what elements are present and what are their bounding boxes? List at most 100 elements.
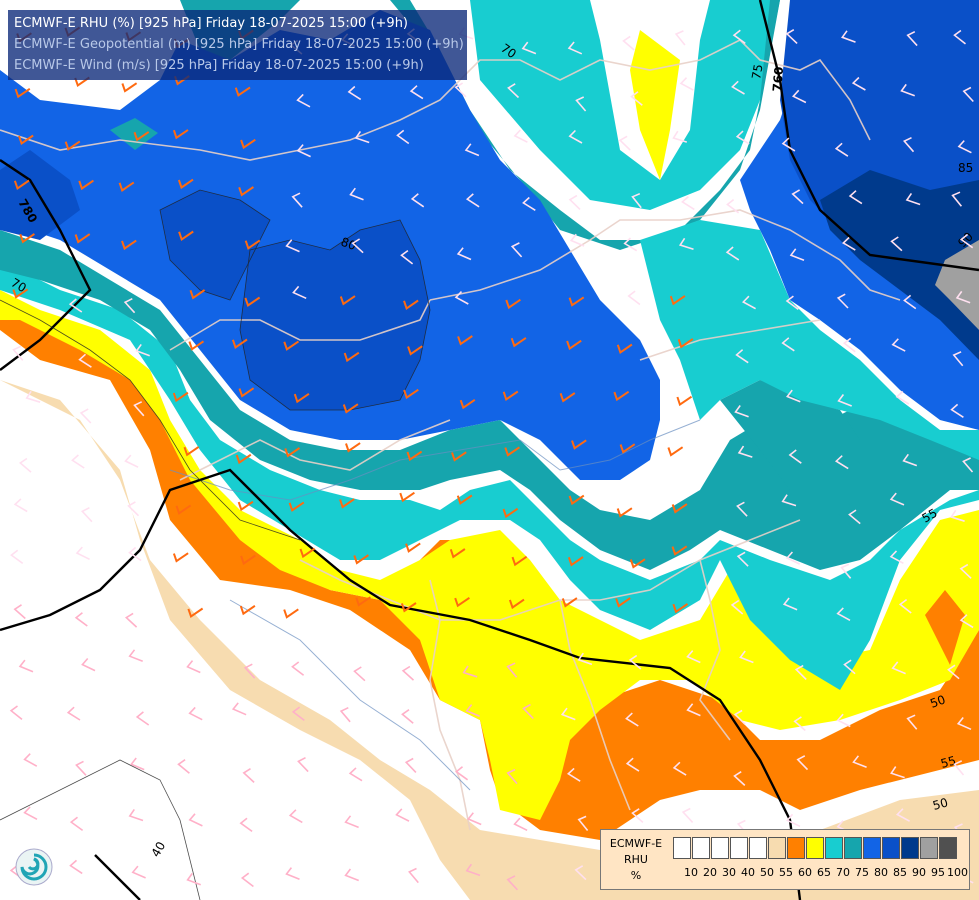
wind-barb-icon bbox=[502, 507, 519, 519]
legend-tick: 40 bbox=[741, 866, 755, 879]
wind-barb-icon bbox=[288, 501, 305, 512]
wind-barb-icon bbox=[575, 96, 587, 112]
wind-barb-icon bbox=[511, 555, 528, 567]
legend-swatch bbox=[920, 837, 938, 859]
wind-barb-icon bbox=[577, 652, 593, 666]
legend-tick: 100 bbox=[947, 866, 968, 879]
wind-barb-icon bbox=[9, 705, 23, 721]
wind-barb-icon bbox=[613, 390, 630, 402]
wind-barb-icon bbox=[625, 757, 640, 772]
wind-barb-icon bbox=[81, 657, 96, 672]
wind-barb-icon bbox=[124, 612, 138, 628]
wind-barb-icon bbox=[345, 442, 361, 453]
wind-barb-icon bbox=[522, 703, 534, 720]
legend-title-model: ECMWF-E bbox=[609, 837, 663, 850]
legend-swatch bbox=[901, 837, 919, 859]
wind-barb-icon bbox=[80, 506, 93, 523]
wind-barb-icon bbox=[791, 89, 807, 104]
wind-barb-icon bbox=[851, 76, 866, 91]
rhu-band-75 bbox=[0, 0, 979, 570]
wind-barb-icon bbox=[410, 193, 425, 208]
isoline-label: 80 bbox=[339, 235, 358, 253]
wind-barb-icon bbox=[292, 285, 307, 300]
wind-barb-icon bbox=[339, 295, 356, 306]
rhu-contours bbox=[0, 189, 431, 900]
wind-barb-icon bbox=[567, 556, 584, 567]
wind-barb-icon bbox=[240, 872, 254, 888]
wind-barb-icon bbox=[730, 599, 744, 615]
wind-barb-icon bbox=[133, 131, 150, 142]
legend-swatch bbox=[882, 837, 900, 859]
wind-barb-icon bbox=[399, 491, 415, 503]
wind-barb-icon bbox=[962, 457, 974, 473]
wind-barb-icon bbox=[625, 712, 639, 727]
legend-title-unit: % bbox=[630, 869, 642, 882]
legend-swatch bbox=[863, 837, 881, 859]
wind-barb-icon bbox=[898, 598, 912, 614]
isoline-label: 50 bbox=[931, 795, 949, 812]
wind-barb-icon bbox=[616, 343, 633, 354]
wind-barb-icon bbox=[405, 542, 421, 553]
wind-barb-icon bbox=[890, 236, 903, 252]
wind-barb-icon bbox=[962, 86, 974, 103]
wind-barb-icon bbox=[616, 507, 633, 518]
wind-barb-icon bbox=[234, 86, 251, 97]
wind-barb-icon bbox=[175, 504, 192, 515]
wind-barb-icon bbox=[177, 759, 190, 774]
isoline-label: 75 bbox=[749, 63, 765, 80]
wind-barb-icon bbox=[23, 806, 38, 821]
wind-barb-icon bbox=[735, 130, 750, 145]
wind-barb-icon bbox=[781, 494, 797, 507]
wind-barb-icon bbox=[952, 351, 964, 367]
wind-barb-icon bbox=[731, 80, 745, 95]
wind-barb-icon bbox=[733, 771, 746, 786]
wind-barb-icon bbox=[133, 401, 145, 417]
wind-barb-icon bbox=[510, 337, 527, 348]
wind-barb-icon bbox=[465, 193, 480, 208]
wind-barb-icon bbox=[354, 130, 370, 144]
wind-barb-icon bbox=[559, 392, 576, 403]
wind-barb-icon bbox=[733, 709, 746, 725]
wind-barb-icon bbox=[69, 816, 84, 832]
wind-barb-icon bbox=[631, 192, 642, 209]
wind-barb-icon bbox=[465, 863, 481, 877]
wind-barb-icon bbox=[400, 249, 414, 265]
wind-barb-icon bbox=[299, 547, 316, 559]
wind-barb-icon bbox=[734, 405, 749, 418]
wind-barb-icon bbox=[454, 291, 469, 305]
wind-barb-icon bbox=[401, 665, 415, 681]
wind-barb-icon bbox=[906, 714, 918, 730]
wind-barb-icon bbox=[449, 548, 466, 559]
legend-swatch bbox=[711, 837, 729, 859]
wind-barb-icon bbox=[841, 30, 856, 43]
wind-barb-icon bbox=[895, 808, 910, 822]
wind-barb-icon bbox=[239, 604, 256, 616]
rhu-band-85-center bbox=[240, 220, 430, 410]
wind-barb-icon bbox=[951, 191, 963, 207]
wind-barb-icon bbox=[842, 337, 856, 353]
legend-tick: 75 bbox=[855, 866, 869, 879]
rhu-spot-65-north bbox=[630, 30, 680, 180]
wind-barb-icon bbox=[75, 546, 90, 561]
wind-barb-icon bbox=[950, 403, 964, 418]
wind-barb-icon bbox=[456, 494, 473, 505]
wind-barb-icon bbox=[506, 875, 518, 891]
wind-barb-icon bbox=[522, 196, 536, 211]
wind-barb-icon bbox=[186, 872, 201, 886]
wind-barb-icon bbox=[291, 192, 303, 208]
title-wind: ECMWF-E Wind (m/s) [925 hPa] Friday 18-0… bbox=[14, 58, 424, 73]
wind-barb-icon bbox=[725, 246, 740, 261]
wind-barb-icon bbox=[786, 389, 801, 403]
wind-barb-icon bbox=[786, 813, 801, 828]
wind-barb-icon bbox=[296, 144, 311, 158]
wind-barb-icon bbox=[903, 294, 917, 310]
wind-barb-icon bbox=[568, 129, 583, 144]
wind-barb-icon bbox=[629, 558, 646, 569]
wind-barb-icon bbox=[128, 649, 143, 663]
wind-barb-icon bbox=[457, 335, 473, 346]
rhu-band-80 bbox=[0, 0, 979, 480]
isoline-label: 55 bbox=[920, 506, 940, 526]
wind-barb-icon bbox=[79, 408, 92, 424]
wind-barb-icon bbox=[622, 35, 635, 51]
